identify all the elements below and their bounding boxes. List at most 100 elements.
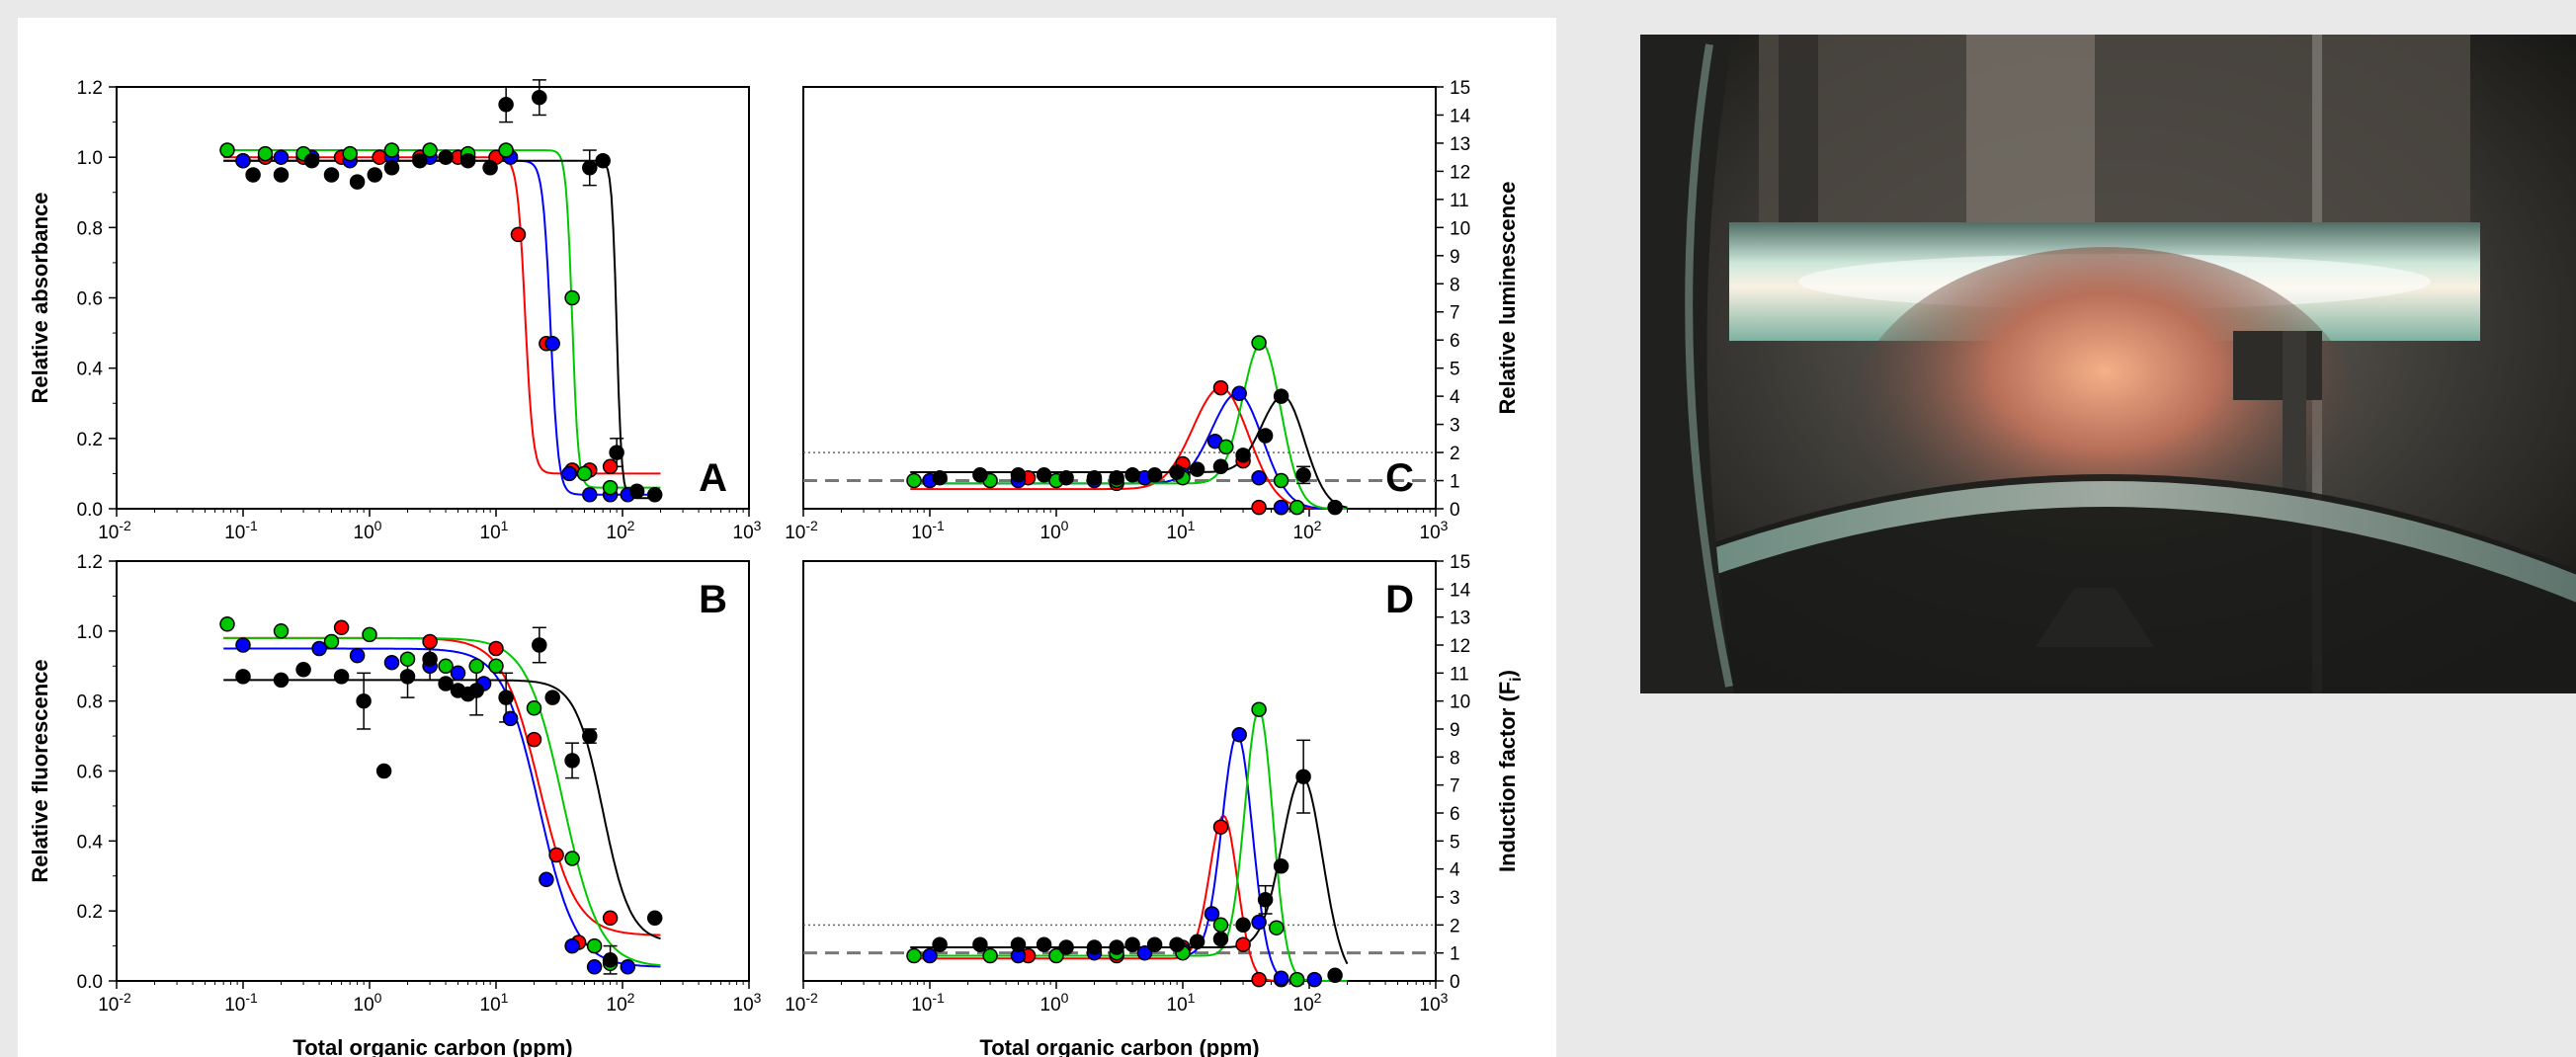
panel-d: 10-2 10-1 100 101 102 10301234567891011121314…	[785, 552, 1525, 1057]
y-tick-label: 11	[1450, 191, 1469, 211]
y-tick-label: 6	[1450, 804, 1460, 825]
data-point	[323, 167, 340, 183]
data-point	[235, 669, 251, 685]
data-point	[1288, 499, 1305, 516]
data-point	[459, 152, 476, 169]
data-point	[922, 947, 938, 964]
y-tick-label: 0.8	[77, 692, 103, 713]
fit-curve	[910, 342, 1348, 510]
panel-a: 10-2 10-1 100 101 102 103 0.0 0.2 0.4 0.6 0.8 1.0 1.…	[28, 78, 762, 543]
data-point	[1273, 388, 1289, 404]
data-point	[422, 651, 438, 667]
y-tick-label: 8	[1450, 275, 1460, 295]
data-point	[1136, 944, 1153, 961]
data-point	[1212, 379, 1229, 396]
data-point	[399, 669, 416, 685]
data-point	[1257, 428, 1274, 444]
data-point	[1288, 971, 1305, 988]
data-point	[367, 167, 383, 183]
data-point	[564, 851, 580, 866]
x-tick-label: 10-1	[224, 990, 258, 1016]
figure-panel: 10-2 10-1 100 101 102 103 0.0 0.2 0.4 0.6 0.8 1.0 1.…	[18, 18, 1556, 1057]
x-tick-label: 10-2	[785, 518, 818, 543]
data-point	[1146, 467, 1163, 483]
data-point	[438, 676, 454, 691]
data-point	[498, 690, 514, 705]
y-tick-label: 0.6	[77, 763, 103, 783]
data-point	[1204, 906, 1220, 922]
data-point	[1212, 931, 1229, 947]
data-point	[972, 936, 988, 952]
data-point	[582, 160, 598, 176]
data-point	[488, 658, 504, 675]
data-point	[582, 728, 598, 744]
y-tick-label: 3	[1450, 416, 1460, 437]
y-tick-label: 13	[1450, 609, 1470, 629]
data-point	[1010, 467, 1027, 483]
data-point	[422, 633, 438, 650]
x-tick-label: 102	[1293, 990, 1322, 1016]
data-point	[582, 487, 598, 503]
plasma-glow-photo	[1640, 35, 2576, 693]
data-point	[502, 710, 519, 727]
y-axis-title: Induction factor (Fi)	[1495, 670, 1525, 872]
x-tick-label: 102	[1293, 518, 1322, 543]
data-point	[1257, 892, 1274, 908]
x-tick-label: 10-1	[911, 990, 945, 1016]
data-point	[333, 619, 350, 636]
data-point	[311, 640, 327, 657]
data-point	[342, 145, 358, 162]
x-tick-label: 103	[1420, 990, 1449, 1016]
data-point	[1036, 936, 1052, 952]
data-point	[235, 152, 251, 169]
y-tick-label: 7	[1450, 303, 1460, 324]
y-axis-title: Relative luminescence	[1495, 181, 1520, 414]
data-point	[1010, 936, 1027, 952]
fit-curve	[223, 149, 661, 489]
data-point	[1251, 469, 1267, 486]
y-tick-label: 0.6	[77, 289, 103, 310]
plot-frame	[802, 86, 1437, 510]
data-point	[609, 445, 624, 460]
fit-curve	[223, 159, 661, 500]
data-point	[1295, 467, 1311, 483]
y-tick-label: 8	[1450, 748, 1460, 769]
y-tick-label: 5	[1450, 832, 1460, 853]
data-point	[1109, 939, 1124, 955]
data-point	[564, 289, 580, 306]
data-point	[1231, 726, 1247, 743]
data-point	[602, 952, 619, 968]
fit-curve	[910, 386, 1348, 510]
data-point	[1036, 467, 1052, 483]
y-tick-label: 13	[1450, 134, 1470, 155]
data-point	[412, 152, 428, 169]
data-point	[257, 145, 274, 162]
data-point	[602, 910, 619, 927]
y-tick-label: 11	[1450, 664, 1469, 685]
y-axis-title: Relative fluorescence	[28, 659, 52, 882]
data-point	[273, 149, 290, 165]
data-point	[1124, 467, 1140, 483]
chamber-photo	[1640, 35, 2576, 693]
data-point	[1269, 920, 1285, 935]
y-tick-label: 0.2	[77, 902, 103, 923]
data-point	[532, 637, 547, 653]
x-tick-label: 101	[480, 990, 509, 1016]
data-point	[544, 336, 560, 352]
data-point	[235, 637, 251, 653]
data-point	[323, 633, 340, 650]
data-point	[1048, 947, 1064, 964]
y-tick-label: 15	[1450, 78, 1470, 99]
data-point	[295, 662, 311, 678]
x-tick-label: 101	[480, 518, 509, 543]
data-point	[1086, 469, 1103, 486]
panel-letter: B	[699, 578, 727, 621]
data-point	[383, 142, 400, 158]
x-axis-title: Total organic carbon (ppm)	[292, 1035, 572, 1057]
data-point	[564, 937, 580, 954]
y-tick-label: 4	[1450, 860, 1460, 881]
data-point	[450, 665, 466, 682]
data-point	[1086, 939, 1103, 955]
data-point	[273, 672, 290, 689]
data-point	[561, 465, 577, 482]
